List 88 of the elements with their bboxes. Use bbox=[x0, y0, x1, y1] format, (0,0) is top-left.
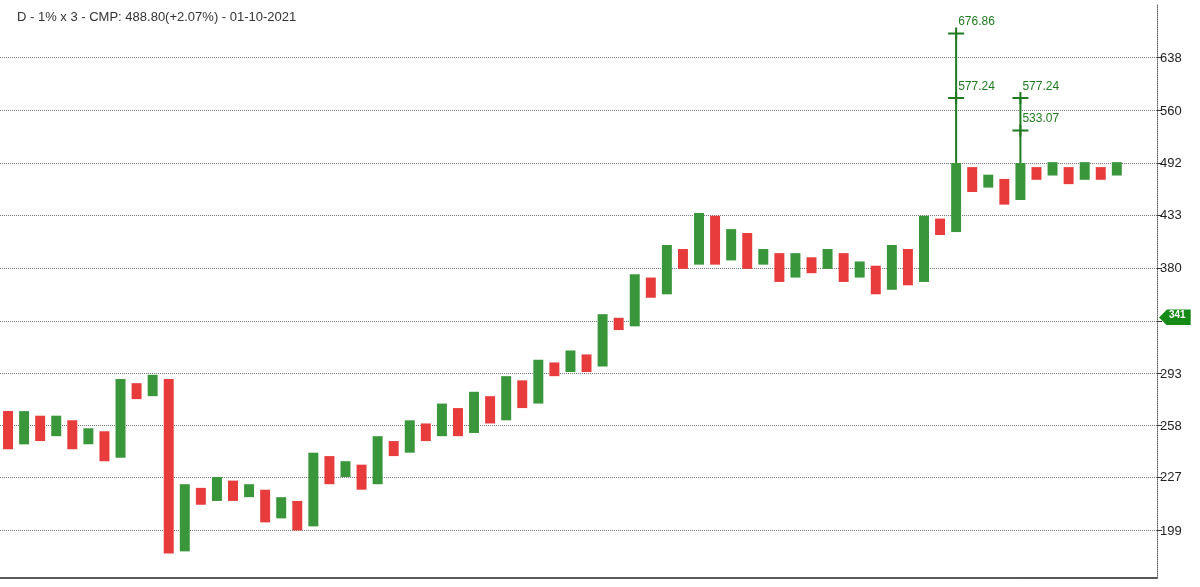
data-label: 577.24 bbox=[1022, 79, 1060, 94]
bar bbox=[533, 359, 544, 404]
bar bbox=[115, 378, 126, 458]
bar bbox=[211, 476, 222, 501]
y-tick-label: 560 bbox=[1160, 102, 1182, 118]
bar bbox=[436, 403, 447, 437]
bar bbox=[629, 274, 640, 327]
bar bbox=[613, 317, 624, 331]
y-tick-label: 258 bbox=[1160, 417, 1182, 433]
bar bbox=[276, 497, 287, 519]
bar bbox=[999, 178, 1010, 205]
bar bbox=[324, 456, 335, 485]
bar bbox=[806, 257, 817, 274]
point bbox=[948, 92, 965, 105]
bar bbox=[228, 480, 238, 501]
bar bbox=[1111, 162, 1122, 176]
bar bbox=[3, 411, 14, 450]
bar bbox=[453, 408, 463, 437]
bar bbox=[179, 484, 190, 552]
bar bbox=[1031, 167, 1042, 180]
bar bbox=[35, 415, 46, 442]
bar bbox=[131, 383, 142, 400]
data-label: 533.07 bbox=[1022, 111, 1060, 126]
bar bbox=[83, 428, 94, 445]
bar bbox=[308, 452, 319, 527]
y-tick-label: 492 bbox=[1160, 155, 1182, 171]
bar bbox=[1063, 167, 1074, 185]
bar bbox=[710, 215, 721, 265]
bar bbox=[356, 464, 367, 490]
bar bbox=[902, 249, 913, 286]
point bbox=[948, 27, 965, 40]
bar bbox=[951, 162, 962, 233]
bar bbox=[935, 218, 946, 235]
y-tick-label: 199 bbox=[1160, 522, 1182, 538]
bar bbox=[919, 215, 929, 282]
bar bbox=[99, 431, 110, 462]
y-tick-label: 293 bbox=[1160, 365, 1182, 381]
bar bbox=[420, 423, 431, 442]
bar bbox=[967, 167, 978, 193]
bar bbox=[1047, 162, 1058, 176]
bar bbox=[372, 436, 383, 485]
bar bbox=[244, 484, 255, 498]
bar bbox=[581, 354, 592, 372]
bar bbox=[790, 253, 801, 278]
bar bbox=[838, 253, 849, 282]
bar bbox=[260, 489, 271, 523]
bar bbox=[854, 261, 865, 278]
bar bbox=[645, 277, 656, 298]
bar bbox=[886, 244, 897, 290]
bar bbox=[469, 391, 480, 433]
bar bbox=[661, 244, 672, 295]
y-tick-label: 380 bbox=[1160, 260, 1182, 276]
bar bbox=[1079, 162, 1090, 180]
bar bbox=[758, 249, 769, 265]
bar bbox=[340, 461, 351, 477]
bar bbox=[163, 378, 174, 554]
bar bbox=[67, 420, 78, 450]
bar bbox=[19, 411, 30, 445]
point bbox=[1012, 92, 1029, 105]
bar bbox=[870, 265, 881, 295]
bar bbox=[565, 350, 576, 372]
bar bbox=[501, 376, 512, 421]
chart-title: D - 1% x 3 - CMP: 488.80(+2.07%) - 01-10-2021 bbox=[17, 9, 297, 24]
bar bbox=[822, 249, 833, 269]
bar bbox=[517, 380, 528, 409]
bar bbox=[742, 233, 753, 269]
bar bbox=[677, 249, 688, 269]
bar bbox=[694, 212, 704, 265]
y-tick-label: 227 bbox=[1160, 469, 1182, 485]
bar bbox=[292, 500, 303, 531]
bar bbox=[983, 174, 994, 188]
bar bbox=[147, 374, 158, 397]
point bbox=[1012, 124, 1029, 137]
bar bbox=[404, 420, 415, 453]
bar bbox=[51, 415, 62, 437]
bar bbox=[1095, 167, 1106, 180]
bar bbox=[485, 396, 496, 424]
bar bbox=[1015, 162, 1026, 201]
bar bbox=[774, 253, 785, 282]
bar bbox=[388, 441, 399, 457]
bar bbox=[597, 314, 608, 367]
y-tick-label: 433 bbox=[1160, 207, 1182, 223]
bar bbox=[549, 362, 560, 377]
data-label: 577.24 bbox=[958, 79, 996, 94]
y-tick-label: 638 bbox=[1160, 49, 1182, 65]
bar bbox=[195, 487, 206, 505]
bar bbox=[726, 229, 737, 261]
data-label: 676.86 bbox=[958, 14, 996, 29]
